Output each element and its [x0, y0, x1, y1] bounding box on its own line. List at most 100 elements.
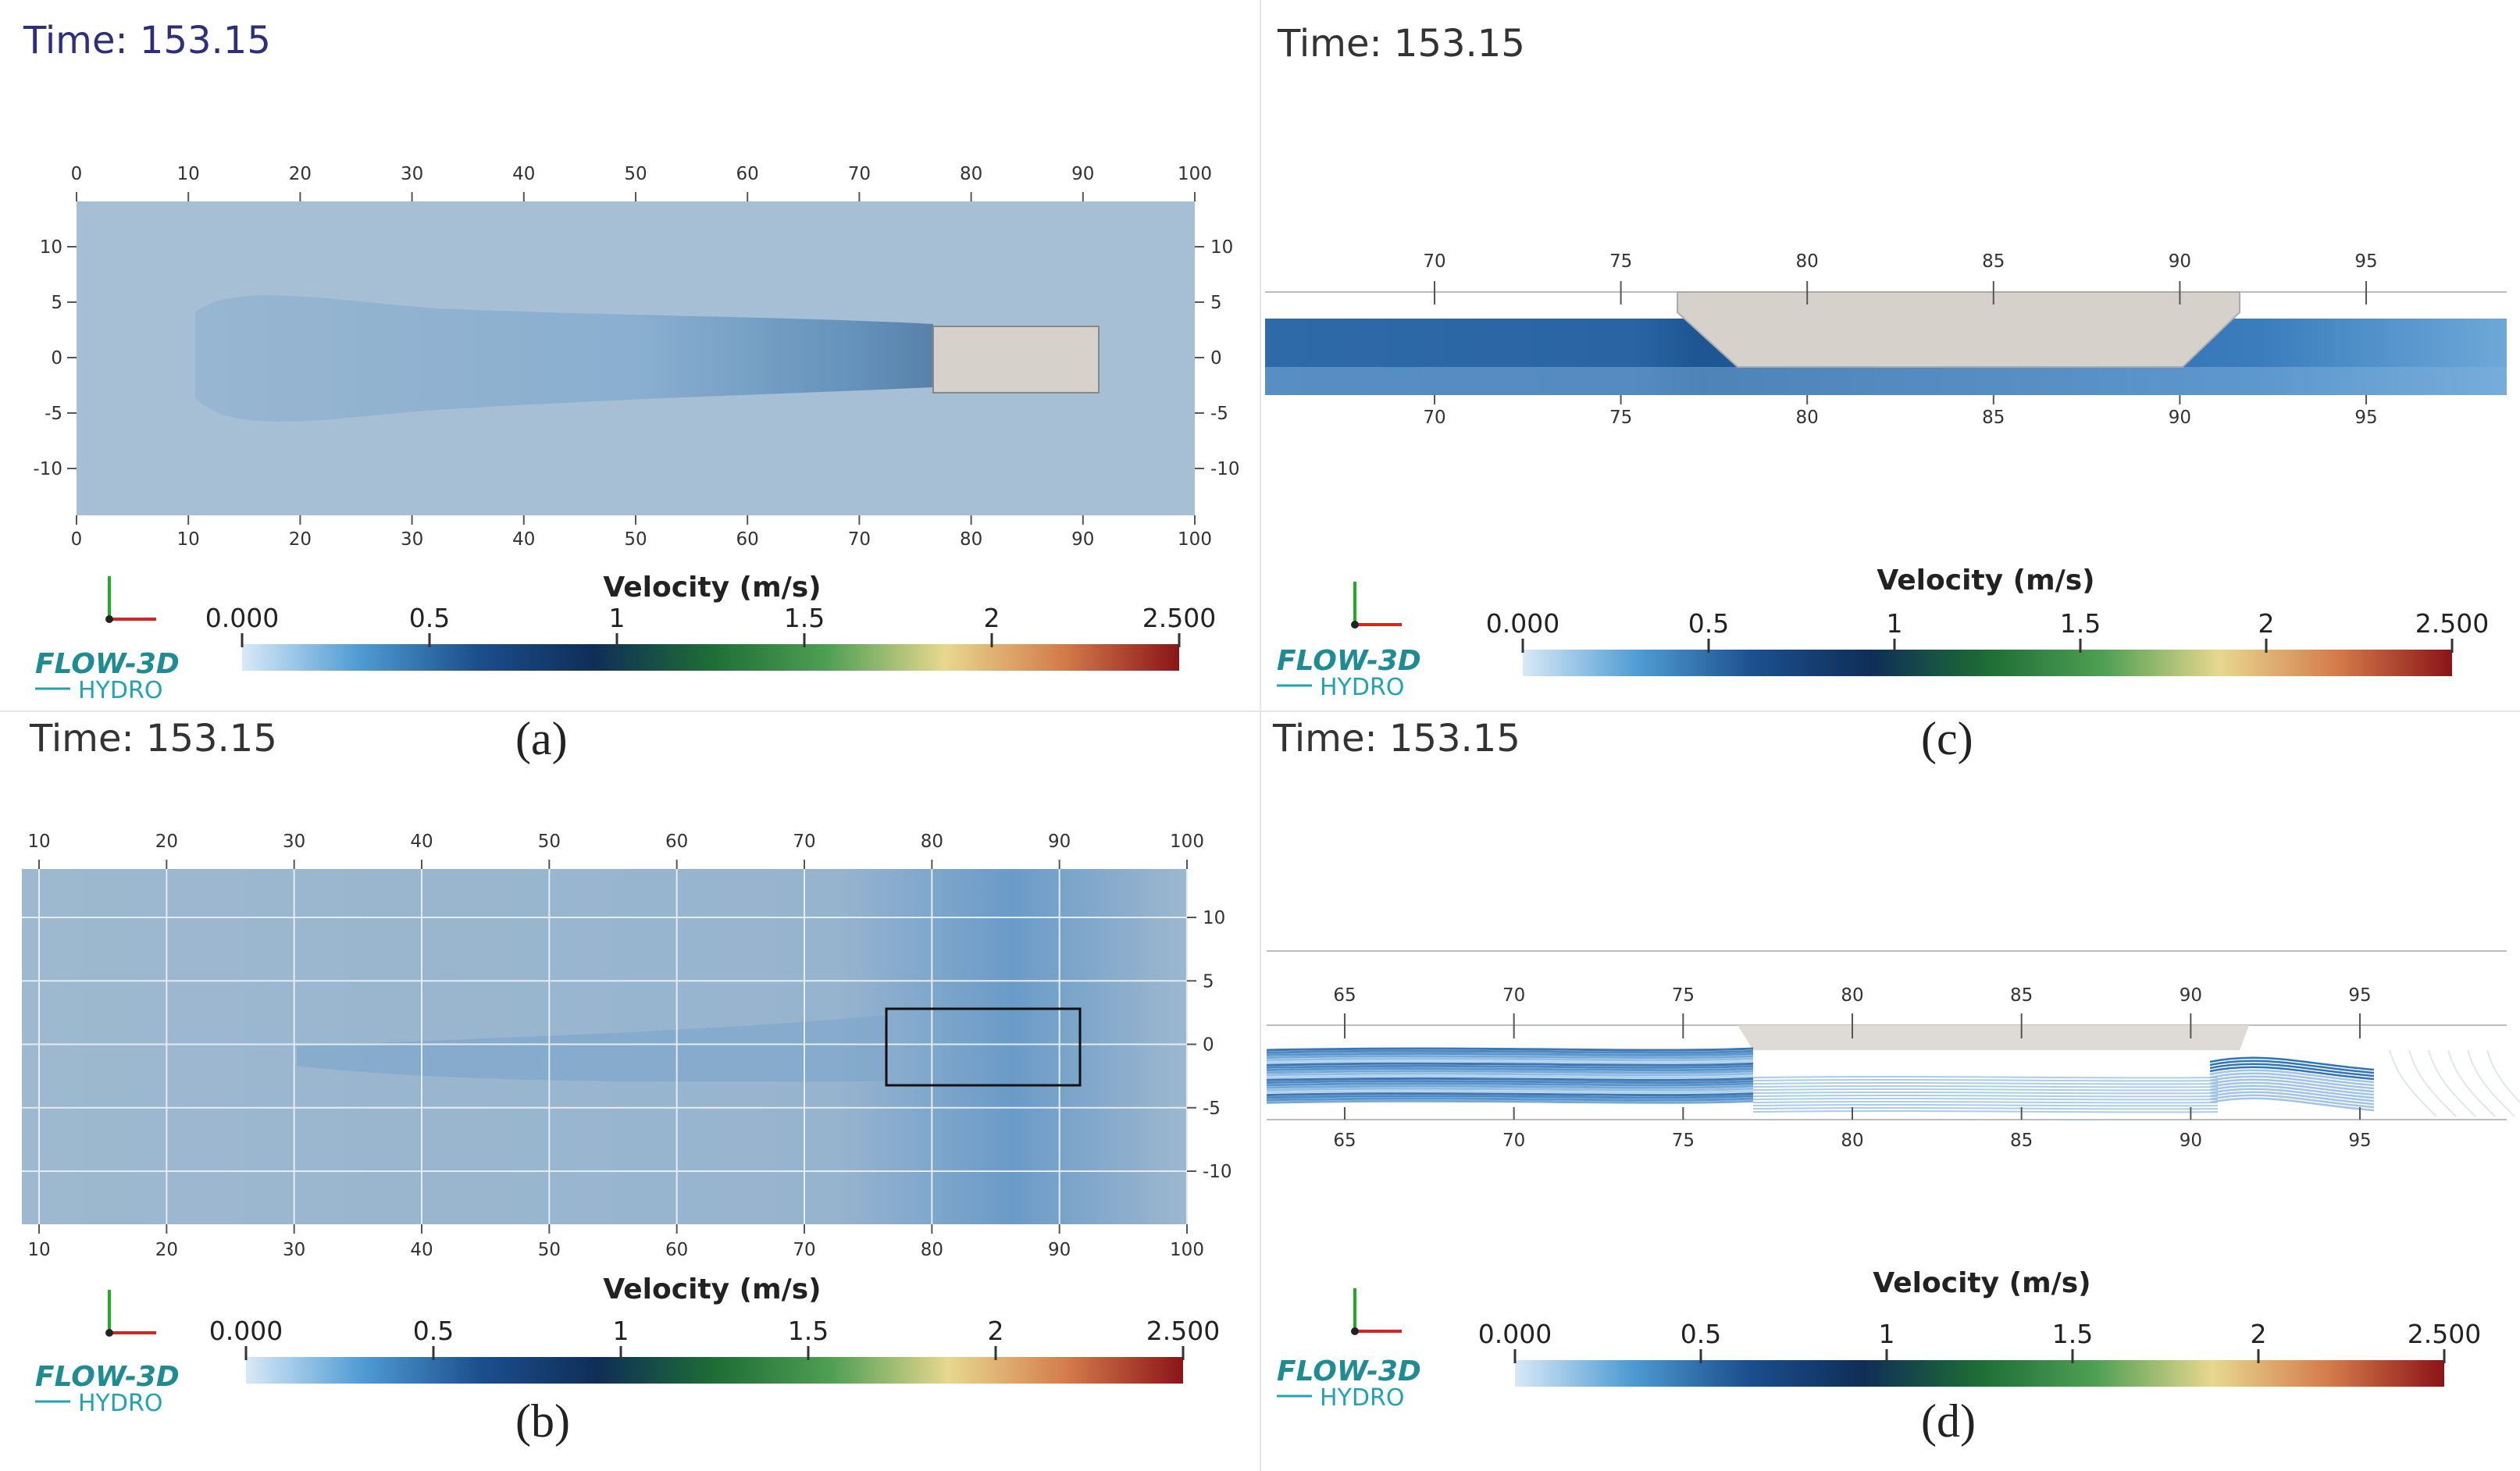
- panel-d-streamline-upstream: [1266, 1089, 1754, 1094]
- panel-a-x-bottom-tick-label: 80: [960, 529, 982, 550]
- panel-c-plot: 70 75 80 85 90 95 70 75 80 85 90 95: [1265, 251, 2507, 428]
- panel-d-x-top-tick-label: 95: [2348, 985, 2371, 1006]
- panel-c-x-top-tick-label: 90: [2169, 251, 2191, 272]
- panel-d-streamline-upstream: [1266, 1062, 1754, 1067]
- panel-a-axes-triad-icon: [105, 576, 156, 623]
- panel-b-colorbar-tick-label: 0.000: [209, 1316, 283, 1346]
- panel-b-x-top-tick-label: 70: [793, 832, 815, 852]
- panel-a-x-bottom-tick-label: 50: [624, 529, 647, 550]
- panel-b-x-bottom-tick-label: 100: [1170, 1240, 1204, 1260]
- panel-c-x-bottom-tick-label: 85: [1982, 408, 2005, 428]
- panel-d-streamline-downstream: [2209, 1097, 2375, 1112]
- panel-a-x-top-tick-label: 90: [1071, 164, 1094, 184]
- panel-b-colorbar-tick-label: 1: [613, 1316, 629, 1346]
- panel-a-y-left-tick-label: 10: [40, 237, 62, 258]
- panel-d-streamline-faint: [2408, 1049, 2457, 1117]
- panel-d-streamline-faint: [2447, 1049, 2496, 1117]
- panel-c-x-ticks-top: 70 75 80 85 90 95: [1423, 251, 2378, 305]
- panel-c-x-top-tick-label: 80: [1796, 251, 1819, 272]
- panel-b-y-right-tick-label: 0: [1203, 1035, 1214, 1056]
- vertical-divider: [1260, 0, 1261, 1471]
- panel-d-streamline-faint: [2389, 1049, 2437, 1117]
- panel-d-colorbar-tick-label: 1.5: [2052, 1319, 2093, 1349]
- panel-d-streamline-downstream: [2209, 1063, 2375, 1077]
- logo-line2: HYDRO: [78, 1390, 162, 1417]
- panel-d-x-bottom-tick-label: 65: [1333, 1131, 1356, 1151]
- panel-a-x-top-tick-label: 60: [736, 164, 759, 184]
- panel-b-obstacle-outline: [885, 1007, 1082, 1087]
- panel-d-colorbar-tick-label: 0.5: [1681, 1319, 1721, 1349]
- panel-d-streamline-upstream: [1266, 1064, 1754, 1069]
- panel-c-time: Time: 153.15: [1278, 22, 1525, 66]
- panel-d-streamline-upstream: [1266, 1085, 1754, 1089]
- logo-line1: FLOW-3D: [1277, 1355, 1421, 1387]
- panel-a-x-bottom-tick-label: 60: [736, 529, 759, 550]
- panel-b-wake: [297, 1015, 886, 1082]
- panel-c-caption: (c): [1921, 713, 1973, 764]
- panel-d-streamline-faint: [2467, 1049, 2515, 1117]
- panel-d-streamline-downstream: [2209, 1075, 2375, 1090]
- panel-a-y-right-tick-label: -10: [1210, 459, 1240, 479]
- panel-c-x-bottom-tick-label: 80: [1796, 408, 1819, 428]
- panel-b-colorbar: Velocity (m/s) 0.000 0.5 1 1.5 2 2.500: [209, 1273, 1220, 1384]
- panel-b-colorbar-tick-label: 2.500: [1146, 1316, 1220, 1346]
- panel-c-colorbar-tick-label: 1.5: [2060, 608, 2101, 639]
- panel-b-colorbar-tick-label: 0.5: [413, 1316, 454, 1346]
- panel-b-x-bottom-tick-label: 30: [283, 1240, 305, 1260]
- panel-d-x-bottom-tick-label: 95: [2348, 1131, 2371, 1151]
- panel-b-x-bottom-tick-label: 50: [538, 1240, 561, 1260]
- panel-d-streamline-upstream: [1266, 1072, 1754, 1077]
- panel-d-streamline-upstream: [1266, 1092, 1754, 1097]
- panel-a-x-bottom-tick-label: 0: [71, 529, 83, 550]
- panel-a-y-left-tick-label: -5: [45, 404, 62, 424]
- panel-c-colorbar-title: Velocity (m/s): [1877, 565, 2094, 597]
- panel-a-y-right-tick-label: 10: [1210, 237, 1233, 258]
- panel-d-x-ticks-top: 65 70 75 80 85 90 95: [1333, 985, 2372, 1038]
- panel-d-streamline-under: [1752, 1092, 2219, 1095]
- panel-d-caption: (d): [1921, 1395, 1976, 1447]
- panel-b-x-bottom-tick-label: 60: [665, 1240, 688, 1260]
- panel-c-obstacle: [1677, 291, 2240, 368]
- panel-b-x-top-tick-label: 90: [1048, 832, 1071, 852]
- panel-d-streamline-upstream: [1266, 1049, 1754, 1054]
- panel-c-x-top-tick-label: 85: [1982, 251, 2005, 272]
- panel-d-streamline-under: [1752, 1104, 2219, 1107]
- horizontal-divider: [0, 711, 2520, 712]
- panel-b-x-top-tick-label: 80: [921, 832, 943, 852]
- panel-d-streamline-downstream: [2209, 1056, 2375, 1071]
- panel-a-x-top-tick-label: 10: [177, 164, 200, 184]
- panel-a-x-bottom-tick-label: 30: [401, 529, 423, 550]
- panel-a-x-top-tick-label: 50: [624, 164, 647, 184]
- panel-b-x-bottom-tick-label: 40: [410, 1240, 433, 1260]
- panel-c-x-bottom-tick-label: 75: [1609, 408, 1632, 428]
- panel-c-x-bottom-tick-label: 70: [1423, 408, 1445, 428]
- logo-line2: HYDRO: [78, 677, 162, 704]
- panel-c-x-bottom-tick-label: 90: [2169, 408, 2191, 428]
- panel-d-streamline-under: [1752, 1082, 2219, 1085]
- logo-line2: HYDRO: [1320, 674, 1404, 701]
- panel-a-colorbar-tick-label: 2.500: [1142, 603, 1216, 633]
- panel-c-colorbar-gradient: [1523, 650, 2452, 676]
- panel-d-x-top-tick-label: 90: [2180, 985, 2202, 1006]
- panel-d-streamline-upstream: [1266, 1082, 1754, 1087]
- panel-c-colorbar-tick-label: 0.5: [1688, 608, 1729, 639]
- panel-d-streamline-downstream: [2209, 1085, 2375, 1099]
- panel-b-x-ticks-top: 10 20 30 40 50 60 70 80 90 100: [27, 832, 1204, 869]
- logo-line1: FLOW-3D: [35, 1361, 180, 1393]
- panel-a-x-top-tick-label: 80: [960, 164, 982, 184]
- panel-b-colorbar-tick-label: 2: [988, 1316, 1004, 1346]
- panel-d-x-bottom-tick-label: 75: [1672, 1131, 1695, 1151]
- panel-c-x-bottom-tick-label: 95: [2354, 408, 2377, 428]
- panel-d-streamline-under: [1752, 1107, 2219, 1110]
- panel-d-x-top-tick-label: 65: [1333, 985, 1356, 1006]
- panel-d-x-top-tick-label: 80: [1841, 985, 1863, 1006]
- panel-d-streamline-upstream: [1266, 1060, 1754, 1064]
- panel-b-x-bottom-tick-label: 10: [27, 1240, 50, 1260]
- panel-d-streamline-downstream: [2209, 1060, 2375, 1074]
- panel-a-x-ticks-bottom: 0 10 20 30 40 50 60 70 80 90 100: [71, 515, 1212, 550]
- panel-d-x-bottom-tick-label: 85: [2010, 1131, 2033, 1151]
- panel-a-x-top-tick-label: 30: [401, 164, 423, 184]
- panel-d-streamline-upstream: [1266, 1099, 1754, 1104]
